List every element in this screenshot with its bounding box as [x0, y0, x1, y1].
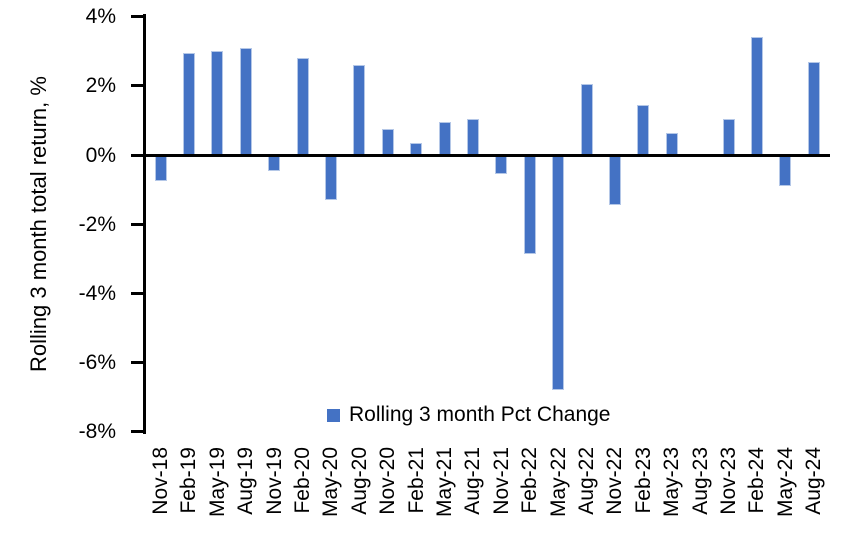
y-axis-tick [131, 361, 146, 365]
bar [211, 51, 224, 155]
bar [353, 65, 366, 155]
y-axis-tick-label: 4% [85, 5, 116, 29]
x-axis-tick-label: Feb-22 [518, 447, 542, 514]
x-axis-tick-label: Nov-19 [262, 447, 286, 515]
bar [552, 155, 565, 391]
x-axis-tick-label: Aug-20 [347, 447, 371, 515]
y-axis-tick [131, 222, 146, 226]
bar [438, 122, 451, 155]
bar [523, 155, 536, 254]
bar [466, 118, 479, 155]
x-axis-tick-label: Feb-20 [291, 447, 314, 514]
y-axis-tick [131, 84, 146, 88]
x-axis-tick-label: Nov-18 [149, 447, 172, 515]
x-axis-zero-line [143, 153, 830, 157]
x-axis-tick-label: May-23 [660, 447, 684, 518]
bar [637, 104, 650, 155]
x-axis-tick-label: Aug-22 [575, 447, 598, 515]
y-axis-tick-label: 0% [85, 143, 116, 167]
y-axis-tick [131, 430, 146, 434]
bar [779, 155, 792, 187]
x-axis-tick-label: Aug-19 [234, 447, 258, 515]
x-axis-tick-label: May-24 [773, 447, 797, 518]
x-axis-tick-label: May-19 [205, 447, 229, 518]
x-axis-tick-label: May-21 [433, 447, 456, 518]
y-axis-tick-label: -4% [78, 281, 116, 305]
legend-marker-icon [327, 408, 340, 422]
x-axis-tick-label: Aug-21 [461, 447, 485, 515]
y-axis-tick-label: -6% [78, 351, 116, 375]
x-axis-tick-label: Nov-20 [376, 447, 400, 515]
x-axis-tick-label: Feb-24 [745, 447, 769, 514]
legend: Rolling 3 month Pct Change [327, 403, 611, 427]
bar [381, 129, 394, 155]
y-axis-tick [131, 291, 146, 295]
bar [722, 118, 735, 155]
bar [154, 155, 167, 181]
bar [608, 155, 621, 206]
y-axis-tick [131, 153, 146, 157]
bar [182, 52, 195, 155]
y-axis-tick [131, 15, 146, 19]
bar [296, 58, 309, 155]
x-axis-tick-label: Nov-21 [489, 447, 513, 515]
x-axis-tick-label: Feb-21 [404, 447, 428, 514]
bar [239, 47, 252, 155]
bar [324, 155, 337, 200]
x-axis-tick-label: Aug-24 [802, 447, 826, 515]
x-axis-tick-label: Nov-23 [717, 447, 740, 515]
bar [268, 155, 281, 171]
bar [495, 155, 508, 175]
y-axis-tick-label: 2% [85, 74, 116, 98]
bar [580, 84, 593, 155]
bar [807, 61, 820, 155]
x-axis-tick-label: Feb-19 [177, 447, 201, 514]
bar [750, 37, 763, 155]
x-axis-tick-label: May-22 [546, 447, 570, 518]
y-axis-tick-label: -8% [78, 420, 116, 444]
x-axis-tick-label: Aug-23 [688, 447, 712, 515]
y-axis-tick-label: -2% [78, 212, 116, 236]
x-axis-tick-label: Feb-23 [631, 447, 655, 514]
x-axis-tick-label: Nov-22 [603, 447, 627, 515]
bar [665, 132, 678, 155]
legend-label: Rolling 3 month Pct Change [349, 403, 611, 426]
x-axis-tick-label: May-20 [319, 447, 343, 518]
